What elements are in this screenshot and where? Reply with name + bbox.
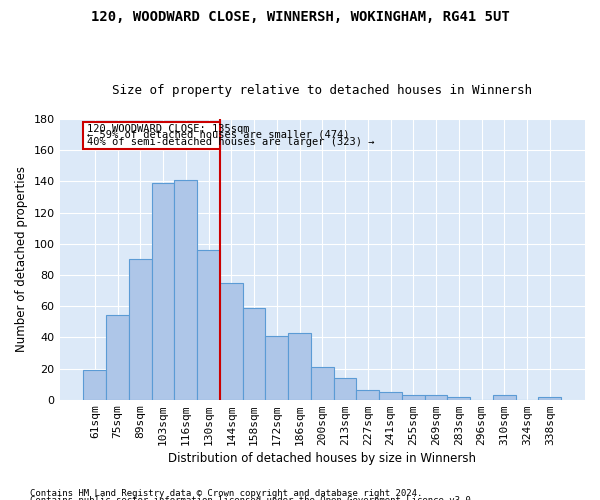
- Text: Contains HM Land Registry data © Crown copyright and database right 2024.: Contains HM Land Registry data © Crown c…: [30, 488, 422, 498]
- Text: 120 WOODWARD CLOSE: 135sqm: 120 WOODWARD CLOSE: 135sqm: [87, 124, 250, 134]
- Bar: [197, 250, 220, 400]
- Bar: [402, 395, 425, 400]
- Bar: [106, 316, 129, 400]
- Bar: [311, 367, 334, 400]
- Bar: [242, 308, 265, 400]
- Bar: [288, 332, 311, 400]
- Title: Size of property relative to detached houses in Winnersh: Size of property relative to detached ho…: [112, 84, 532, 97]
- Bar: [425, 395, 448, 400]
- Bar: [220, 282, 242, 400]
- Bar: [175, 180, 197, 400]
- Bar: [538, 396, 561, 400]
- Bar: [152, 183, 175, 400]
- Bar: [265, 336, 288, 400]
- Text: 120, WOODWARD CLOSE, WINNERSH, WOKINGHAM, RG41 5UT: 120, WOODWARD CLOSE, WINNERSH, WOKINGHAM…: [91, 10, 509, 24]
- Bar: [83, 370, 106, 400]
- Bar: [493, 395, 515, 400]
- Text: Contains public sector information licensed under the Open Government Licence v3: Contains public sector information licen…: [30, 496, 476, 500]
- Bar: [356, 390, 379, 400]
- Bar: [379, 392, 402, 400]
- Text: ← 59% of detached houses are smaller (474): ← 59% of detached houses are smaller (47…: [87, 130, 349, 140]
- Bar: [448, 396, 470, 400]
- Y-axis label: Number of detached properties: Number of detached properties: [15, 166, 28, 352]
- X-axis label: Distribution of detached houses by size in Winnersh: Distribution of detached houses by size …: [168, 452, 476, 465]
- Bar: [129, 260, 152, 400]
- Text: 40% of semi-detached houses are larger (323) →: 40% of semi-detached houses are larger (…: [87, 137, 374, 147]
- Bar: [334, 378, 356, 400]
- Bar: [83, 122, 220, 148]
